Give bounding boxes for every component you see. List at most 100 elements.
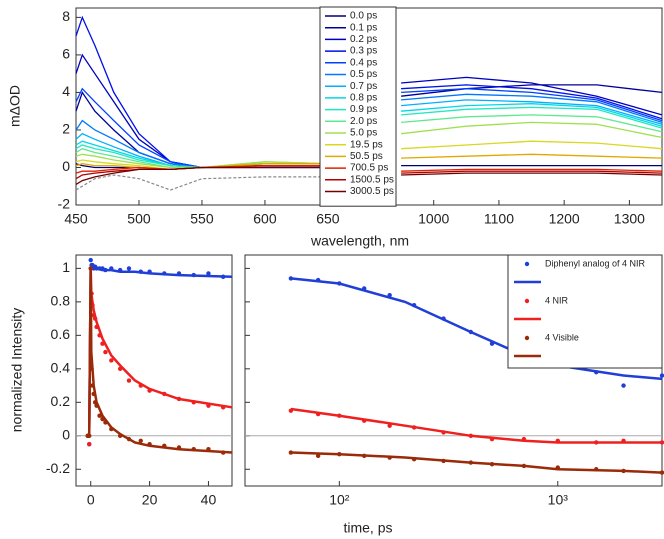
data-point (337, 281, 342, 286)
legend-label: 4 NIR (545, 295, 569, 305)
data-point (100, 416, 105, 422)
data-point (103, 420, 108, 425)
fit-line (87, 268, 233, 436)
x-tick-label: 1300 (614, 211, 645, 227)
data-point (100, 341, 105, 346)
data-point (220, 274, 226, 279)
data-point (176, 271, 182, 276)
data-point (206, 446, 211, 452)
fit-line (290, 407, 662, 444)
data-point (126, 378, 132, 383)
data-point (594, 369, 599, 375)
data-point (594, 440, 599, 445)
data-point (621, 383, 626, 388)
data-point (91, 313, 96, 318)
data-point (521, 436, 527, 442)
x-tick-label: 1200 (549, 211, 580, 227)
spectrum-line (401, 103, 663, 127)
data-point (441, 316, 446, 321)
data-point (89, 366, 94, 372)
x-tick-label: 650 (316, 211, 340, 227)
x-tick-label: 10³ (548, 492, 569, 508)
fit-line (290, 451, 663, 474)
spectrum-line (75, 174, 328, 191)
x-axis-label: wavelength, nm (310, 233, 409, 249)
legend-label: 1500.5 ps (350, 174, 394, 185)
data-point (489, 436, 495, 442)
x-axis-label: time, ps (343, 520, 392, 536)
data-point (191, 272, 196, 278)
data-point (97, 333, 102, 338)
data-point (103, 349, 108, 355)
data-point (90, 383, 95, 388)
data-point (88, 257, 93, 263)
x-tick-label: 0 (87, 492, 95, 508)
data-point (362, 418, 367, 423)
spectrum-line (75, 15, 328, 169)
spectrum-line (75, 163, 328, 171)
spectrum-line (75, 163, 328, 171)
spectrum-line (401, 106, 663, 129)
data-point (220, 450, 226, 455)
data-point (109, 266, 114, 271)
data-point (117, 267, 123, 273)
x-tick-label: 20 (142, 492, 158, 508)
data-point (220, 405, 226, 410)
data-point (97, 413, 102, 418)
legend-label: 4 Visible (545, 332, 579, 342)
data-point (555, 465, 560, 470)
data-point (94, 324, 99, 330)
spectrum-line (401, 88, 663, 122)
data-point (109, 358, 114, 363)
data-point (87, 433, 92, 438)
data-point (87, 441, 92, 447)
spectrum-line (401, 76, 663, 116)
data-point (92, 400, 98, 405)
data-point (387, 423, 392, 428)
spectrum-line (75, 166, 328, 185)
legend-label: 50.5 ps (350, 151, 383, 162)
data-point (147, 388, 152, 393)
y-tick-label: 2 (62, 121, 70, 137)
data-point (88, 266, 93, 271)
x-tick-label: 450 (64, 211, 88, 227)
data-point (468, 433, 474, 438)
data-point (162, 391, 167, 397)
data-point (621, 468, 626, 474)
y-axis-label: normalized Intensity (9, 308, 25, 433)
data-point (468, 460, 474, 465)
data-point (555, 438, 560, 444)
y-tick-label: 8 (62, 8, 70, 24)
data-point (138, 269, 143, 274)
data-point (206, 271, 211, 276)
legend-label: 0.1 ps (350, 22, 377, 33)
y-tick-label: 0 (62, 426, 70, 442)
legend-label: 5.0 ps (350, 128, 377, 139)
x-tick-label: 1000 (418, 211, 449, 227)
legend-label: 0.7 ps (350, 81, 377, 92)
y-tick-label: 1 (62, 259, 70, 275)
data-point (288, 276, 294, 281)
data-point (411, 425, 417, 430)
y-tick-label: 0.2 (51, 393, 71, 409)
legend: Diphenyl analog of 4 NIR 4 NIR 4 Visible (507, 254, 663, 369)
data-point (659, 470, 664, 475)
y-tick-label: 6 (62, 46, 70, 62)
data-point (337, 451, 342, 457)
y-tick-label: 0.8 (51, 293, 71, 309)
spectrum-line (75, 147, 328, 169)
data-point (337, 413, 342, 418)
legend-label: 0.3 ps (350, 46, 377, 57)
axes-frame (244, 254, 663, 487)
data-point (489, 462, 495, 467)
legend-label: 2.0 ps (350, 116, 377, 127)
y-axis-label: mΔOD (7, 85, 23, 127)
data-point (162, 271, 167, 276)
spectrum-line (401, 114, 663, 133)
legend-label: 0.4 ps (350, 57, 377, 68)
x-tick-label: 40 (201, 492, 217, 508)
data-point (92, 316, 98, 321)
data-point (441, 430, 446, 435)
legend-box (507, 254, 663, 369)
